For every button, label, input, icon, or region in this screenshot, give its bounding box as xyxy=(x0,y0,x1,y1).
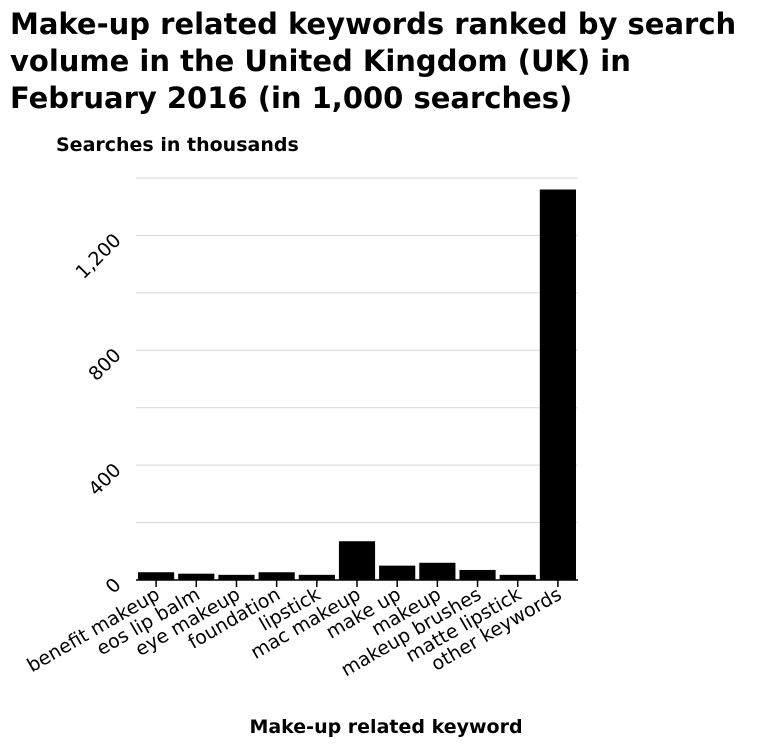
y-axis-label: Searches in thousands xyxy=(56,134,299,156)
bar xyxy=(539,189,576,580)
bar xyxy=(178,573,215,580)
bar xyxy=(218,574,255,580)
bar xyxy=(499,574,536,580)
x-axis-label: Make-up related keyword xyxy=(249,716,523,738)
bar xyxy=(379,565,416,580)
bar xyxy=(338,541,376,580)
bar xyxy=(298,574,335,580)
chart-title: Make-up related keywords ranked by searc… xyxy=(10,7,737,115)
bar xyxy=(459,569,496,580)
y-tick-label: 0 xyxy=(101,574,125,598)
bar xyxy=(419,562,456,580)
bar xyxy=(258,572,295,580)
y-tick-label: 800 xyxy=(84,344,125,385)
bar xyxy=(138,572,175,580)
y-tick-label: 400 xyxy=(84,459,125,500)
y-tick-label: 1,200 xyxy=(72,229,126,283)
